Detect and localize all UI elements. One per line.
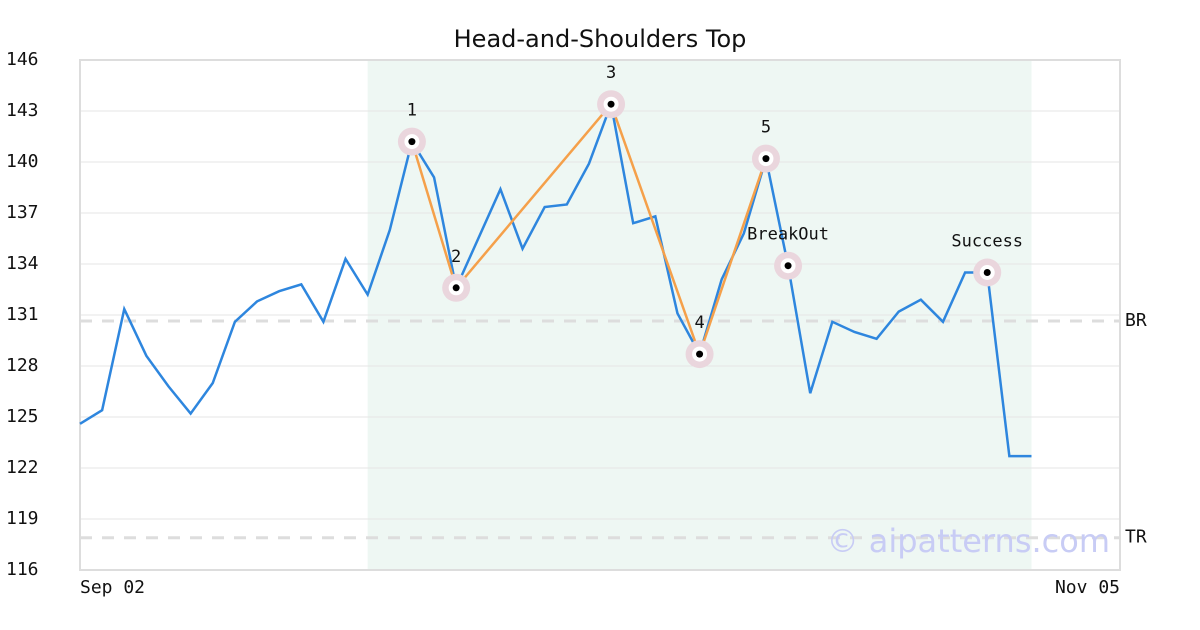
- pattern-point-dot: [607, 100, 615, 108]
- y-tick-label: 119: [6, 508, 39, 529]
- y-tick-label: 125: [6, 406, 39, 427]
- annotation-point-label: Success: [951, 232, 1023, 252]
- pattern-point-label: 5: [761, 118, 771, 138]
- y-tick-label: 140: [6, 151, 39, 172]
- x-tick-label: Nov 05: [1055, 577, 1120, 598]
- level-label: BR: [1125, 310, 1147, 331]
- pattern-point-label: 4: [694, 313, 704, 333]
- pattern-point-dot: [408, 138, 416, 146]
- annotation-point-label: BreakOut: [747, 225, 829, 245]
- y-tick-label: 134: [6, 253, 39, 274]
- watermark: © aipatterns.com: [827, 522, 1110, 560]
- annotation-point-dot: [784, 262, 792, 270]
- chart-title: Head-and-Shoulders Top: [454, 25, 747, 53]
- pattern-point-dot: [452, 284, 460, 292]
- pattern-point-dot: [762, 155, 770, 163]
- y-tick-label: 131: [6, 304, 39, 325]
- y-tick-label: 122: [6, 457, 39, 478]
- pattern-point-label: 1: [407, 101, 417, 121]
- pattern-point-label: 2: [451, 247, 461, 267]
- y-tick-label: 137: [6, 202, 39, 223]
- y-tick-label: 128: [6, 355, 39, 376]
- y-tick-label: 143: [6, 100, 39, 121]
- pattern-point-label: 3: [606, 63, 616, 83]
- annotation-point-dot: [983, 269, 991, 276]
- y-tick-label: 116: [6, 559, 39, 580]
- price-line: [79, 99, 1032, 458]
- plot-frame: [79, 59, 1121, 571]
- level-label: TR: [1125, 527, 1147, 548]
- x-tick-label: Sep 02: [80, 577, 145, 598]
- y-tick-label: 146: [6, 49, 39, 70]
- pattern-point-dot: [696, 350, 704, 358]
